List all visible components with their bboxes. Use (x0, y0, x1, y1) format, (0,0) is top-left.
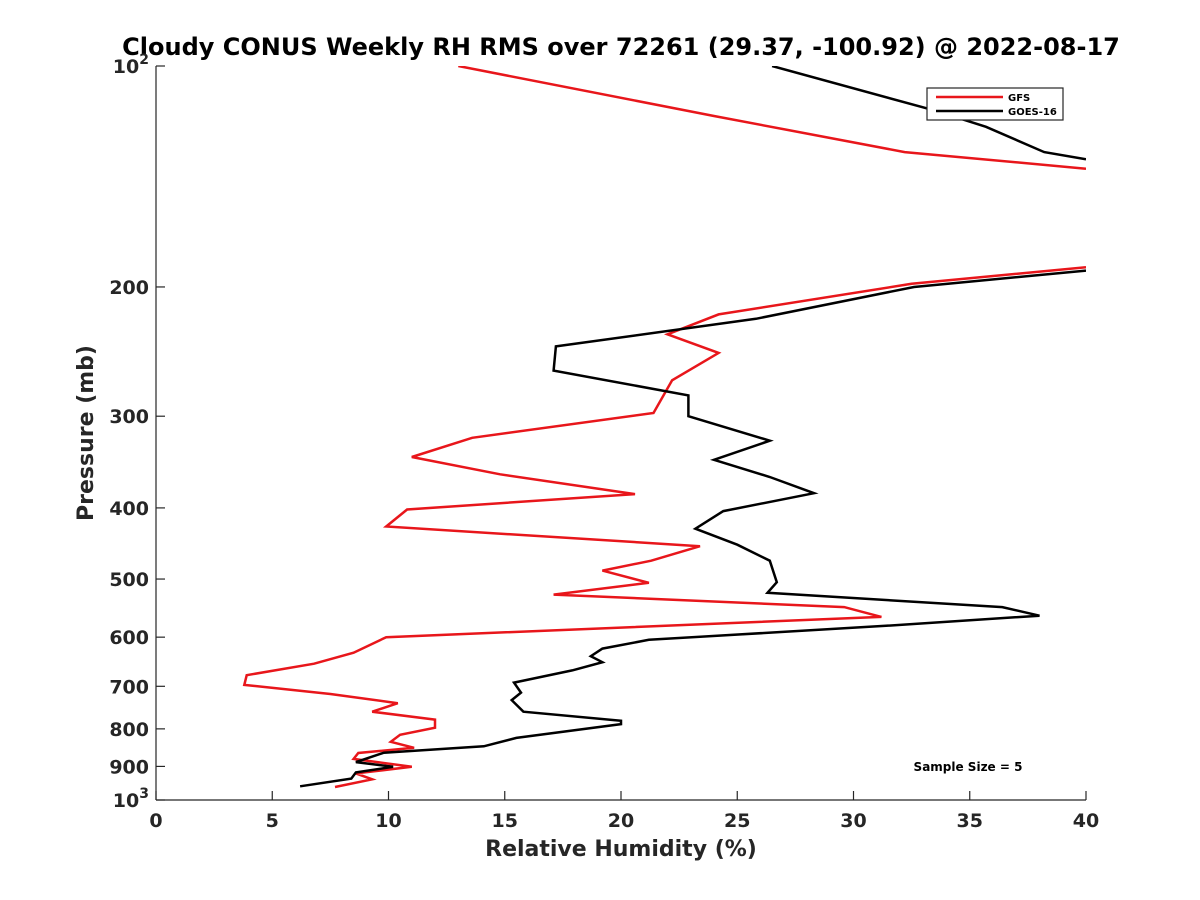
series-layer (242, 66, 1086, 789)
y-tick-label: 900 (109, 756, 149, 778)
series-line-gfs-0 (458, 66, 1086, 170)
series-line-gfs-1 (242, 265, 1086, 789)
y-tick-label: 700 (109, 676, 149, 698)
y-tick-label: 102 (113, 52, 149, 78)
sample-size-annotation: Sample Size = 5 (914, 760, 1023, 774)
series-line-goes16-1 (299, 269, 1086, 788)
x-tick-label: 30 (840, 810, 866, 832)
chart-title: Cloudy CONUS Weekly RH RMS over 72261 (2… (122, 33, 1120, 61)
x-tick-label: 0 (149, 810, 162, 832)
x-ticks: 0 5 10 15 20 25 30 35 40 (149, 791, 1099, 832)
y-ticks: 102 200 300 400 500 600 700 800 900 103 (109, 52, 165, 812)
x-axis-label: Relative Humidity (%) (485, 837, 757, 862)
y-tick-label: 200 (109, 277, 149, 299)
legend: GFS GOES-16 (926, 87, 1064, 121)
x-tick-label: 40 (1073, 810, 1099, 832)
x-tick-label: 20 (608, 810, 634, 832)
y-tick-label: 800 (109, 719, 149, 741)
x-tick-label: 35 (957, 810, 983, 832)
y-tick-label: 400 (109, 498, 149, 520)
x-tick-label: 15 (492, 810, 518, 832)
y-tick-label: 500 (109, 569, 149, 591)
y-tick-label: 600 (109, 627, 149, 649)
legend-label-gfs: GFS (1008, 93, 1030, 104)
x-tick-label: 5 (266, 810, 279, 832)
legend-box (926, 87, 1064, 121)
series-line-goes16-0 (771, 66, 1086, 161)
y-axis-label: Pressure (mb) (74, 345, 99, 521)
x-tick-label: 25 (724, 810, 750, 832)
legend-label-goes16: GOES-16 (1008, 107, 1057, 118)
y-tick-label: 300 (109, 406, 149, 428)
x-tick-label: 10 (375, 810, 401, 832)
y-tick-label: 103 (113, 786, 149, 812)
